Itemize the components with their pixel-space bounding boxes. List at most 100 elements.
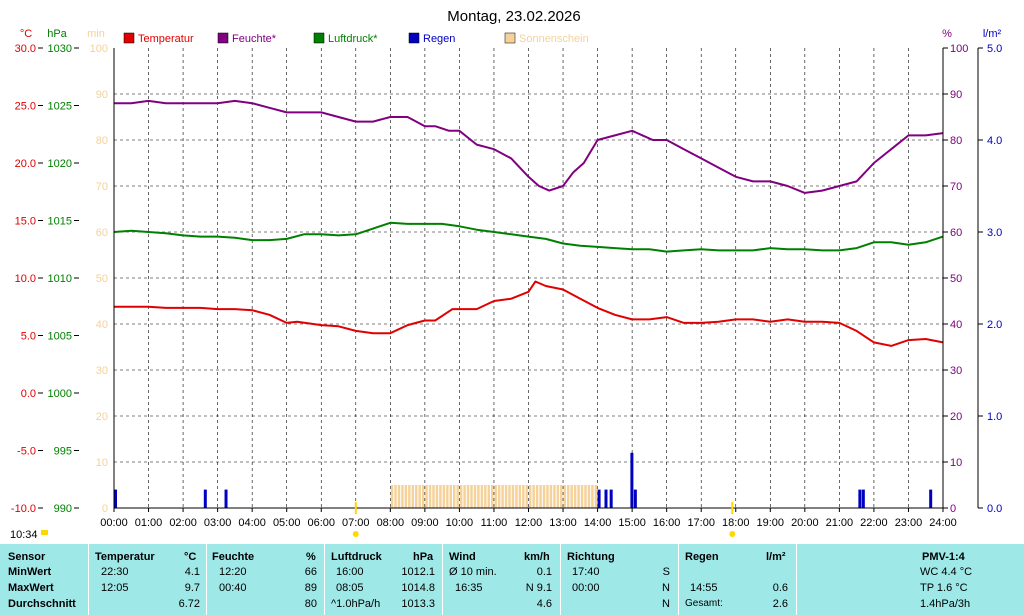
legend-label-luftdruck: Luftdruck* bbox=[328, 33, 378, 45]
sunshine-bar bbox=[535, 485, 539, 508]
grid bbox=[114, 48, 943, 508]
rain-tick-label: 3.0 bbox=[987, 227, 1002, 239]
richtung-max-time: 00:00 bbox=[572, 582, 600, 594]
x-tick-label: 02:00 bbox=[169, 517, 197, 529]
temp-tick-label: 30.0 bbox=[15, 43, 36, 55]
wind-avg-period: Ø 10 min. bbox=[449, 566, 497, 578]
regen-header: Regen bbox=[685, 551, 719, 563]
luftdruck-max-value: 1014.8 bbox=[401, 582, 435, 594]
sunshine-tick-label: 20 bbox=[96, 411, 108, 423]
humidity-axis-unit: % bbox=[942, 28, 952, 40]
current-time-marker bbox=[41, 530, 48, 535]
sunshine-bar bbox=[570, 485, 573, 508]
sunshine-bar bbox=[494, 485, 497, 508]
row-label-avg: Durchschnitt bbox=[8, 598, 76, 610]
humidity-tick-label: 50 bbox=[950, 273, 962, 285]
rain-bar bbox=[114, 489, 117, 508]
sunshine-tick-label: 0 bbox=[102, 503, 108, 515]
x-tick-label: 13:00 bbox=[549, 517, 577, 529]
sunshine-bar bbox=[532, 485, 535, 508]
series-line-temp bbox=[114, 280, 944, 347]
richtung-header: Richtung bbox=[567, 551, 615, 563]
rain-bar bbox=[861, 489, 865, 508]
rain-tick-label: 0.0 bbox=[987, 503, 1002, 515]
regen-max-value: 0.6 bbox=[772, 582, 788, 594]
sunshine-bar bbox=[549, 485, 553, 508]
pmv-header: PMV-1:4 bbox=[922, 551, 965, 563]
sunshine-bar bbox=[477, 485, 480, 508]
sunshine-bar bbox=[508, 485, 511, 508]
pressure-tick-label: 1025 bbox=[48, 101, 72, 113]
temperatur-min-value: 4.1 bbox=[184, 566, 200, 578]
sunshine-bar bbox=[580, 485, 584, 508]
sunshine-tick-label: 90 bbox=[96, 89, 108, 101]
legend-swatch-regen bbox=[408, 32, 420, 44]
sunshine-tick-label: 40 bbox=[96, 319, 108, 331]
x-tick-label: 01:00 bbox=[135, 517, 163, 529]
axes bbox=[38, 47, 983, 537]
x-tick-label: 06:00 bbox=[307, 517, 335, 529]
sunshine-tick-label: 50 bbox=[96, 273, 108, 285]
x-tick-label: 09:00 bbox=[411, 517, 439, 529]
sunset-marker-dot bbox=[729, 531, 736, 537]
x-tick-label: 11:00 bbox=[481, 517, 508, 529]
sunshine-bar bbox=[411, 485, 415, 508]
rain-bar bbox=[929, 489, 933, 508]
sunshine-bar bbox=[401, 485, 404, 508]
sunshine-bar bbox=[418, 485, 421, 508]
sunshine-bar bbox=[470, 485, 473, 508]
rain-bar bbox=[633, 489, 637, 508]
line-layer bbox=[113, 99, 944, 347]
series-line-pressure bbox=[113, 221, 944, 253]
sunshine-tick-label: 60 bbox=[96, 227, 108, 239]
sunshine-tick-label: 80 bbox=[96, 135, 108, 147]
sunshine-bar bbox=[449, 485, 453, 508]
sunshine-bar bbox=[432, 485, 435, 508]
sunshine-bar bbox=[439, 485, 442, 508]
row-label-max: MaxWert bbox=[8, 582, 54, 594]
feuchte-max-time: 00:40 bbox=[219, 582, 247, 594]
sunshine-bar bbox=[397, 485, 401, 508]
rain-bar bbox=[630, 452, 634, 508]
pressure-tick-label: 1005 bbox=[48, 331, 72, 343]
luftdruck-trend: ^1.0hPa/h bbox=[331, 598, 381, 610]
luftdruck-unit: hPa bbox=[413, 551, 434, 563]
wind-min-value: 0.1 bbox=[536, 566, 552, 578]
sunshine-tick-label: 30 bbox=[96, 365, 108, 377]
column-separator bbox=[678, 544, 679, 615]
sunshine-bar bbox=[591, 485, 594, 508]
sunshine-tick-label: 10 bbox=[96, 457, 108, 469]
temp-tick-label: 20.0 bbox=[15, 158, 36, 170]
rain-bar bbox=[609, 489, 613, 508]
rain-bar bbox=[203, 489, 207, 508]
humidity-tick-label: 60 bbox=[950, 227, 962, 239]
rain-axis-unit: l/m² bbox=[983, 28, 1002, 40]
x-tick-label: 10:00 bbox=[446, 517, 474, 529]
humidity-tick-label: 20 bbox=[950, 411, 962, 423]
sunshine-bar bbox=[425, 485, 428, 508]
legend-label-sonnenschein: Sonnenschein bbox=[519, 33, 589, 45]
column-separator bbox=[560, 544, 561, 615]
humidity-tick-label: 100 bbox=[950, 43, 968, 55]
temperatur-max-value: 9.7 bbox=[184, 582, 200, 594]
sunshine-bar bbox=[546, 485, 549, 508]
rain-tick-label: 4.0 bbox=[987, 135, 1002, 147]
column-separator bbox=[442, 544, 443, 615]
legend-swatch-luftdruck bbox=[313, 32, 325, 44]
sunshine-bar bbox=[584, 485, 587, 508]
pressure-tick-label: 1030 bbox=[48, 43, 72, 55]
pmv-pressure-trend: 1.4hPa/3h bbox=[920, 598, 971, 610]
luftdruck-min-time: 16:00 bbox=[336, 566, 364, 578]
sunshine-bar bbox=[435, 485, 439, 508]
rain-bar bbox=[224, 489, 228, 508]
feuchte-header: Feuchte bbox=[212, 551, 255, 563]
sunshine-bar bbox=[428, 485, 432, 508]
sunshine-tick-label: 70 bbox=[96, 181, 108, 193]
row-label-min: MinWert bbox=[8, 566, 52, 578]
humidity-tick-label: 40 bbox=[950, 319, 962, 331]
column-separator bbox=[324, 544, 325, 615]
x-tick-label: 12:00 bbox=[515, 517, 543, 529]
x-tick-label: 08:00 bbox=[377, 517, 405, 529]
richtung-avg-value: N bbox=[662, 598, 670, 610]
